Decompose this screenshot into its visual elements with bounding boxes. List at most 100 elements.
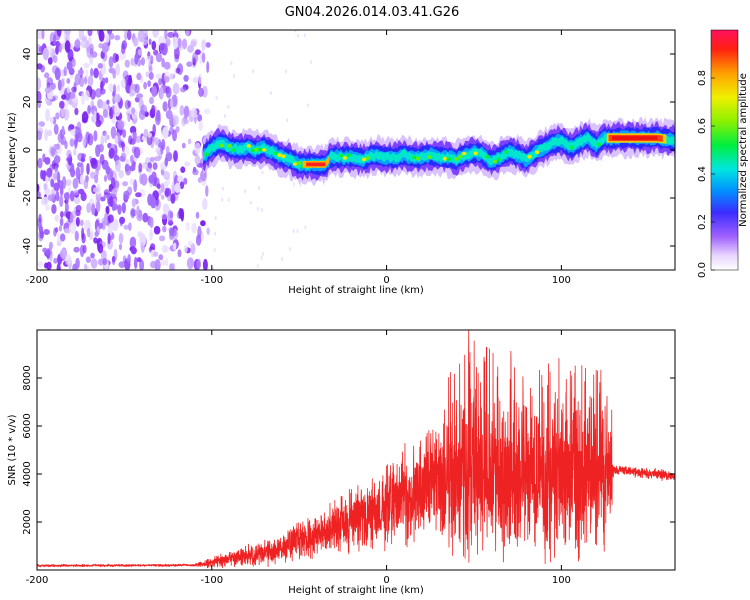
noise-blob	[114, 103, 121, 117]
noise-blob	[192, 52, 199, 64]
snr-plot-area	[37, 330, 675, 569]
noise-blob	[105, 205, 110, 215]
ridge-spot	[342, 156, 348, 160]
noise-blob	[174, 182, 181, 194]
noise-blob	[74, 107, 79, 116]
noise-blob	[42, 153, 46, 163]
noise-blob	[80, 162, 84, 176]
noise-blob	[55, 46, 59, 55]
noise-blob	[153, 251, 159, 257]
noise-blob	[95, 191, 102, 202]
noise-blob	[109, 108, 114, 120]
noise-blob	[140, 242, 144, 250]
noise-blob	[164, 71, 170, 84]
colorbar-tick-label: 0.8	[697, 70, 708, 86]
ridge-spot	[404, 154, 409, 158]
ridge-spot	[258, 147, 263, 152]
stray-blob	[215, 95, 218, 100]
stray-blob	[299, 182, 302, 187]
noise-blob	[149, 228, 153, 241]
noise-blob	[165, 257, 169, 267]
noise-blob	[123, 30, 129, 34]
noise-blob	[90, 67, 94, 77]
noise-blob	[99, 153, 105, 165]
noise-blob	[73, 148, 77, 156]
noise-blob	[151, 104, 156, 118]
noise-blob	[37, 190, 41, 200]
noise-blob	[133, 146, 141, 159]
noise-blob	[156, 109, 161, 122]
noise-blob	[90, 228, 94, 236]
stray-blob	[286, 118, 289, 123]
ridge-spot	[362, 157, 367, 162]
noise-blob	[194, 142, 201, 155]
noise-blob	[46, 167, 53, 178]
noise-blob	[114, 35, 121, 41]
noise-blob	[111, 256, 116, 263]
noise-blob	[118, 232, 124, 244]
ridge-spot	[415, 156, 421, 161]
noise-blob	[90, 171, 96, 179]
noise-blob	[136, 257, 142, 263]
noise-blob	[59, 248, 67, 259]
noise-blob	[206, 61, 210, 74]
noise-blob	[90, 252, 95, 259]
noise-blob	[186, 257, 194, 270]
noise-blob	[60, 233, 66, 242]
noise-blob	[64, 30, 71, 36]
noise-blob	[52, 150, 58, 156]
noise-blob	[158, 78, 163, 86]
ridge-spot	[496, 157, 501, 162]
noise-blob	[85, 69, 89, 79]
snr-x-label: Height of straight line (km)	[288, 585, 424, 596]
noise-blob	[61, 94, 67, 100]
noise-blob	[97, 243, 104, 254]
noise-blob	[183, 105, 190, 118]
noise-blob	[200, 169, 207, 182]
signal-ridge	[203, 116, 675, 186]
noise-blob	[174, 46, 180, 60]
noise-blob	[43, 229, 50, 235]
stray-blob	[284, 69, 287, 74]
noise-blob	[46, 261, 52, 270]
colorbar-gradient	[710, 29, 739, 271]
noise-blob	[118, 261, 126, 268]
noise-blob	[160, 146, 164, 155]
noise-blob	[112, 70, 116, 79]
noise-blob	[180, 166, 186, 173]
noise-blob	[106, 99, 110, 105]
stray-blob	[221, 186, 224, 191]
noise-blob	[55, 227, 59, 233]
ridge-spot	[365, 156, 371, 160]
noise-blob	[155, 53, 163, 63]
noise-blob	[152, 123, 156, 135]
0-x-tick-label: 100	[552, 275, 571, 286]
noise-blob	[164, 187, 169, 196]
ridge-spot	[346, 153, 351, 157]
noise-blob	[197, 114, 203, 122]
noise-blob	[205, 42, 211, 48]
colorbar-tick-label: 0.4	[697, 166, 708, 182]
noise-blob	[132, 37, 139, 47]
ridge-spot	[223, 142, 228, 147]
noise-blob	[105, 165, 111, 175]
noise-blob	[97, 63, 103, 69]
noise-blob	[93, 67, 99, 79]
noise-blob	[128, 135, 133, 145]
noise-blob	[55, 190, 60, 202]
noise-blob	[37, 130, 42, 141]
noise-blob	[135, 192, 142, 198]
noise-blob	[134, 83, 140, 94]
noise-blob	[102, 258, 108, 266]
noise-blob	[143, 81, 148, 90]
noise-blob	[140, 57, 145, 66]
noise-blob	[100, 135, 105, 146]
noise-blob	[93, 130, 98, 142]
noise-blob	[45, 174, 49, 184]
noise-blob	[75, 166, 81, 180]
noise-blob	[108, 83, 114, 93]
noise-blob	[192, 168, 199, 176]
noise-blob	[150, 55, 154, 65]
noise-blob	[45, 249, 52, 256]
stray-blob	[256, 206, 259, 211]
